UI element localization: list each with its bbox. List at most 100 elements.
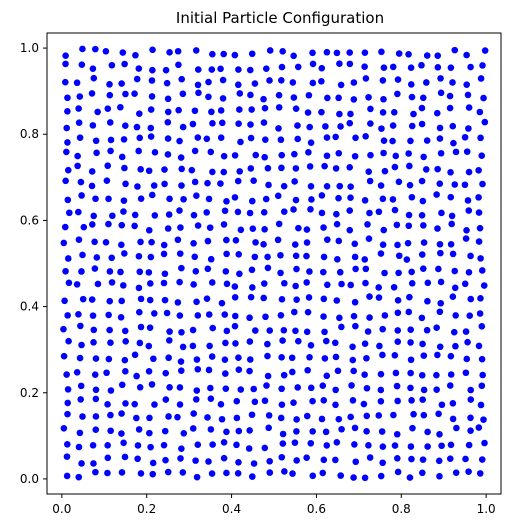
- data-point: [264, 253, 271, 261]
- data-point: [408, 193, 416, 201]
- data-point: [418, 104, 426, 112]
- data-point: [464, 91, 472, 99]
- data-point: [351, 441, 358, 448]
- data-point: [62, 267, 69, 275]
- data-point: [347, 110, 354, 118]
- data-point: [394, 327, 402, 334]
- data-point: [418, 251, 426, 258]
- data-point: [207, 426, 215, 433]
- data-point: [447, 352, 455, 360]
- data-point: [90, 339, 97, 346]
- data-point: [75, 119, 83, 126]
- data-point: [203, 209, 210, 216]
- data-point: [279, 337, 286, 344]
- data-point: [217, 107, 225, 114]
- data-point: [266, 77, 273, 84]
- data-point: [290, 399, 297, 407]
- data-point: [321, 355, 329, 362]
- data-point: [151, 401, 158, 408]
- data-point: [346, 226, 354, 234]
- data-point: [194, 441, 202, 449]
- data-point: [136, 383, 144, 391]
- data-point: [446, 92, 454, 100]
- data-point: [179, 343, 187, 351]
- data-point: [338, 425, 345, 433]
- data-point: [220, 221, 228, 228]
- data-point: [467, 63, 474, 71]
- data-point: [73, 369, 81, 376]
- data-point: [419, 197, 427, 205]
- data-point: [434, 351, 441, 359]
- data-point: [207, 255, 215, 263]
- data-point: [218, 299, 226, 307]
- data-point: [449, 400, 457, 407]
- data-point: [131, 222, 138, 230]
- data-point: [306, 268, 313, 275]
- data-point: [135, 426, 143, 433]
- data-point: [63, 472, 71, 480]
- data-point: [365, 168, 373, 176]
- data-point: [420, 411, 428, 419]
- data-point: [350, 474, 357, 481]
- data-point: [104, 454, 112, 462]
- data-point: [64, 410, 71, 418]
- data-point: [107, 387, 115, 394]
- data-point: [461, 181, 469, 189]
- data-point: [395, 50, 403, 57]
- data-point: [318, 78, 325, 85]
- data-point: [147, 280, 154, 287]
- data-point: [166, 195, 173, 203]
- data-point: [408, 122, 416, 130]
- data-point: [447, 241, 455, 248]
- data-point: [161, 166, 168, 173]
- data-point: [266, 457, 273, 465]
- data-point: [419, 265, 427, 272]
- data-point: [280, 182, 288, 190]
- data-point: [106, 297, 114, 305]
- data-point: [221, 207, 229, 215]
- data-point: [64, 139, 71, 146]
- data-point: [207, 395, 215, 402]
- data-point: [333, 220, 341, 228]
- data-point: [248, 106, 255, 113]
- data-point: [391, 352, 399, 359]
- data-point: [203, 135, 211, 143]
- data-point: [234, 208, 242, 216]
- data-point: [119, 49, 127, 56]
- data-point: [64, 399, 72, 407]
- data-point: [407, 384, 414, 392]
- data-point: [137, 323, 145, 331]
- data-point: [61, 223, 69, 231]
- data-point: [281, 468, 288, 475]
- data-point: [465, 468, 472, 475]
- data-point: [249, 284, 256, 291]
- data-point: [336, 182, 344, 190]
- data-point: [479, 62, 486, 69]
- data-point: [204, 265, 212, 273]
- data-point: [463, 227, 470, 234]
- data-point: [223, 280, 231, 288]
- data-point: [75, 311, 82, 318]
- data-point: [121, 60, 128, 68]
- data-point: [231, 283, 239, 290]
- data-point: [318, 415, 326, 423]
- data-point: [235, 354, 242, 361]
- data-point: [309, 397, 316, 405]
- data-point: [278, 354, 285, 361]
- data-point: [237, 138, 244, 146]
- data-point: [103, 177, 111, 184]
- data-point: [60, 325, 67, 333]
- data-point: [248, 411, 256, 419]
- data-point: [64, 108, 71, 115]
- data-point: [346, 207, 354, 214]
- x-tick-label: 0.0: [52, 502, 71, 516]
- data-point: [375, 284, 382, 291]
- data-point: [448, 220, 455, 228]
- data-point: [308, 196, 315, 203]
- data-point: [433, 386, 440, 394]
- data-point: [352, 134, 359, 142]
- data-point: [380, 149, 387, 157]
- data-point: [176, 137, 183, 145]
- data-point: [434, 52, 442, 59]
- data-point: [175, 61, 182, 69]
